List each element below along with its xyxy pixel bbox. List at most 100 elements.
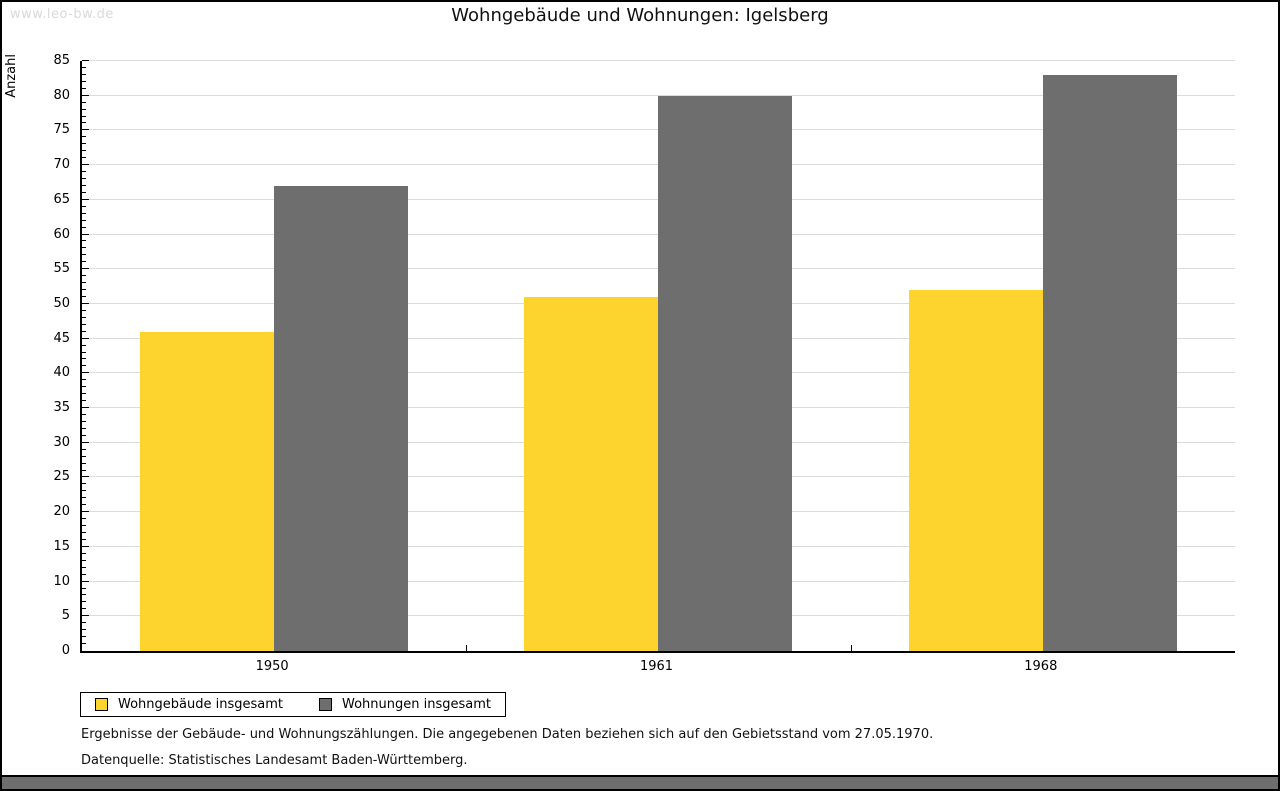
legend-label: Wohnungen insgesamt bbox=[342, 697, 491, 712]
y-minor-tick bbox=[82, 636, 86, 638]
y-minor-tick bbox=[82, 629, 86, 631]
y-tick-label: 65 bbox=[53, 191, 70, 207]
y-minor-tick bbox=[82, 427, 86, 429]
y-major-tick bbox=[82, 511, 89, 513]
y-minor-tick bbox=[82, 323, 86, 325]
y-minor-tick bbox=[82, 289, 86, 291]
y-minor-tick bbox=[82, 178, 86, 179]
y-minor-tick bbox=[82, 136, 86, 138]
bars-container bbox=[82, 61, 1235, 651]
y-tick-label: 60 bbox=[53, 226, 70, 242]
y-tick-label: 30 bbox=[53, 434, 70, 450]
y-minor-tick bbox=[82, 455, 86, 457]
y-minor-tick bbox=[82, 365, 86, 367]
y-major-tick bbox=[82, 268, 89, 270]
y-minor-tick bbox=[82, 73, 86, 75]
y-minor-tick bbox=[82, 344, 86, 346]
y-minor-tick bbox=[82, 552, 86, 554]
x-tick-label: 1950 bbox=[255, 659, 289, 674]
y-minor-tick bbox=[82, 171, 86, 173]
y-minor-tick bbox=[82, 469, 86, 471]
y-minor-tick bbox=[82, 226, 86, 228]
x-separator-tick bbox=[850, 645, 852, 651]
y-minor-tick bbox=[82, 504, 86, 506]
y-minor-tick bbox=[82, 122, 86, 124]
bar bbox=[908, 290, 1043, 651]
y-minor-tick bbox=[82, 66, 86, 68]
y-minor-tick bbox=[82, 108, 86, 110]
y-minor-tick bbox=[82, 608, 86, 610]
x-tick-label: 1968 bbox=[1024, 659, 1058, 674]
footnote-description: Ergebnisse der Gebäude- und Wohnungszähl… bbox=[81, 727, 934, 742]
y-minor-tick bbox=[82, 379, 86, 381]
plot-area bbox=[80, 60, 1235, 653]
y-minor-tick bbox=[82, 393, 86, 395]
y-minor-tick bbox=[82, 261, 86, 263]
y-major-tick bbox=[82, 233, 89, 235]
y-major-tick bbox=[82, 302, 89, 304]
y-minor-tick bbox=[82, 358, 86, 360]
y-major-tick bbox=[82, 615, 89, 617]
y-minor-tick bbox=[82, 622, 86, 624]
y-minor-tick bbox=[82, 101, 86, 103]
y-major-tick bbox=[82, 129, 89, 131]
y-minor-tick bbox=[82, 573, 86, 575]
y-major-tick bbox=[82, 337, 89, 339]
y-tick-label: 20 bbox=[53, 504, 70, 520]
y-minor-tick bbox=[82, 601, 86, 603]
y-minor-tick bbox=[82, 386, 86, 388]
gridline bbox=[82, 60, 1235, 61]
footnote-source: Datenquelle: Statistisches Landesamt Bad… bbox=[81, 753, 468, 768]
y-minor-tick bbox=[82, 462, 86, 464]
y-minor-tick bbox=[82, 497, 86, 499]
y-tick-label: 40 bbox=[53, 365, 70, 381]
y-tick-label: 25 bbox=[53, 469, 70, 485]
y-tick-label: 55 bbox=[53, 261, 70, 277]
bar-group-1968 bbox=[851, 61, 1235, 651]
y-minor-tick bbox=[82, 594, 86, 596]
y-tick-label: 15 bbox=[53, 538, 70, 554]
legend-item: Wohngebäude insgesamt bbox=[95, 697, 283, 712]
bar bbox=[1042, 74, 1177, 651]
x-tick-label: 1961 bbox=[639, 659, 674, 674]
y-minor-tick bbox=[82, 219, 86, 221]
y-minor-tick bbox=[82, 490, 86, 492]
bar-group-1950 bbox=[82, 61, 466, 651]
y-tick-label: 5 bbox=[61, 608, 70, 624]
y-minor-tick bbox=[82, 150, 86, 152]
y-tick-label: 0 bbox=[61, 643, 70, 658]
y-minor-tick bbox=[82, 80, 86, 82]
y-minor-tick bbox=[82, 434, 86, 436]
y-minor-tick bbox=[82, 448, 86, 450]
legend-swatch-icon bbox=[95, 698, 108, 711]
y-minor-tick bbox=[82, 191, 86, 193]
legend-item: Wohnungen insgesamt bbox=[319, 697, 491, 712]
y-minor-tick bbox=[82, 559, 86, 561]
y-minor-tick bbox=[82, 587, 86, 589]
y-tick-label: 85 bbox=[53, 53, 70, 68]
y-major-tick bbox=[82, 164, 89, 166]
y-minor-tick bbox=[82, 643, 86, 645]
bar-group-1961 bbox=[466, 61, 850, 651]
y-tick-label: 35 bbox=[53, 400, 70, 416]
y-minor-tick bbox=[82, 143, 86, 145]
y-tick-label: 45 bbox=[53, 330, 70, 346]
y-minor-tick bbox=[82, 157, 86, 159]
y-minor-tick bbox=[82, 87, 86, 89]
y-axis-tick-labels: 0 5 10 15 20 25 30 35 40 45 50 55 60 65 70 75 80 85 bbox=[32, 53, 74, 658]
y-minor-tick bbox=[82, 538, 86, 540]
y-minor-tick bbox=[82, 483, 86, 485]
y-minor-tick bbox=[82, 420, 86, 422]
y-major-tick bbox=[82, 198, 89, 200]
watermark: www.leo-bw.de bbox=[10, 7, 114, 22]
y-minor-tick bbox=[82, 240, 86, 242]
y-minor-tick bbox=[82, 316, 86, 318]
y-major-tick bbox=[82, 407, 89, 409]
bar bbox=[658, 95, 793, 651]
legend-swatch-icon bbox=[319, 698, 332, 711]
y-minor-tick bbox=[82, 212, 86, 214]
x-axis-labels: 1950 1961 1968 bbox=[80, 659, 1233, 674]
gridline bbox=[82, 94, 1235, 96]
y-minor-tick bbox=[82, 115, 86, 117]
y-minor-tick bbox=[82, 309, 86, 311]
